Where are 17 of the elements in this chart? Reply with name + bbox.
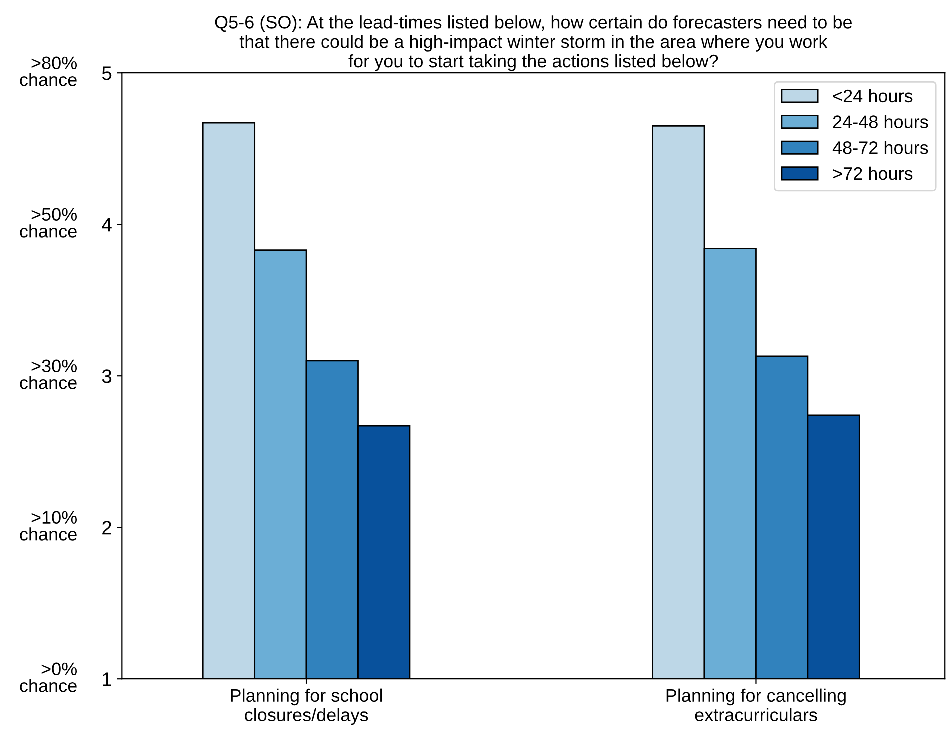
x-tick-label: Planning for cancelling extracurriculars xyxy=(666,688,846,722)
chart-title: Q5-6 (SO): At the lead-times listed below, how certain do forecasters need to be that there could be a high-impact winter storm in the area where you work for you to start taking the actions listed below? xyxy=(215,16,852,72)
text: >80% chance xyxy=(20,56,78,86)
legend-label: 48-72 hours xyxy=(832,141,928,154)
x-tick-label: Planning for school closures/delays xyxy=(231,688,382,726)
text: >30% chance xyxy=(20,360,78,390)
text: >50% chance xyxy=(20,208,78,238)
text: >10% chance xyxy=(20,511,78,541)
legend-label: >72 hours xyxy=(833,166,913,180)
y-tick-label: 4 xyxy=(102,218,112,232)
y-tick-label: 2 xyxy=(102,521,112,535)
y-tick-label: 5 xyxy=(102,66,112,80)
y-tick-label: 1 xyxy=(103,672,112,686)
legend-label: 24-48 hours xyxy=(833,115,928,128)
legend-label: <24 hours xyxy=(833,89,913,103)
y-tick-label: 3 xyxy=(102,370,112,384)
text: >0% chance xyxy=(20,662,78,692)
